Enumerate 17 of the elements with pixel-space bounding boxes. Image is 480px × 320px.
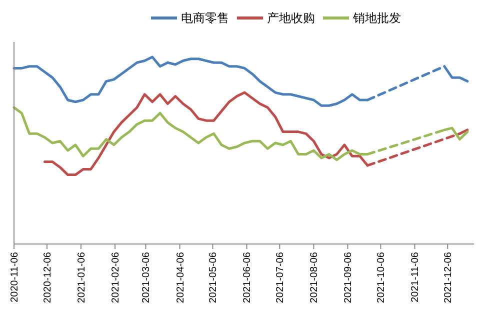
x-tick-label: 2021-07-06 <box>275 252 286 304</box>
legend-label: 销地批发 <box>352 11 401 26</box>
x-tick-label: 2021-04-06 <box>175 252 186 304</box>
x-tick-label: 2021-05-06 <box>208 252 220 304</box>
x-tick-label: 2021-11-06 <box>410 252 422 302</box>
x-tick-label: 2021-12-06 <box>443 252 454 304</box>
x-tick-label: 2020-12-06 <box>42 252 54 304</box>
legend-label: 产地收购 <box>267 11 315 26</box>
x-tick-label: 2021-09-06 <box>343 252 354 304</box>
x-tick-label: 2021-10-06 <box>376 252 388 304</box>
x-tick-label: 2021-06-06 <box>242 252 254 304</box>
x-tick-label: 2021-08-06 <box>309 252 320 304</box>
x-tick-label: 2020-11-06 <box>10 252 20 302</box>
x-tick-label: 2021-03-06 <box>141 252 152 304</box>
x-tick-label: 2021-02-06 <box>110 252 122 304</box>
legend-label: 电商零售 <box>181 11 229 26</box>
x-tick-label: 2021-01-06 <box>76 252 88 304</box>
